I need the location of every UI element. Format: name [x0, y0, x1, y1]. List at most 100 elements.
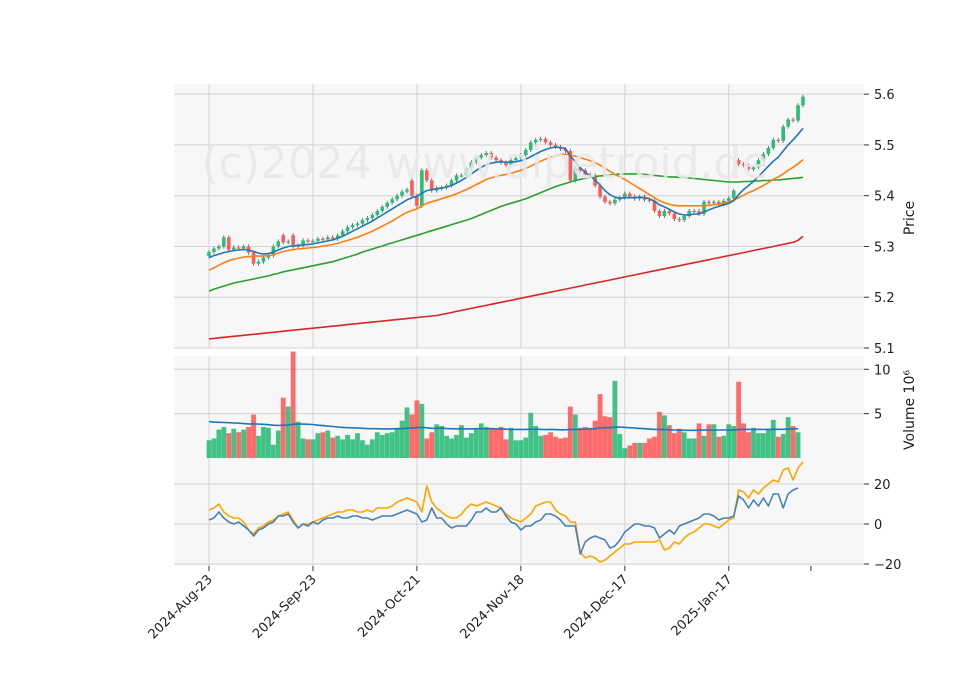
volume-bar [290, 351, 296, 458]
volume-bar [251, 414, 256, 458]
volume-bar [246, 426, 251, 458]
candle-body [712, 201, 716, 204]
volume-bar [345, 434, 350, 458]
volume-bar [305, 439, 311, 458]
candle-body [217, 246, 221, 249]
candle-body [281, 235, 286, 243]
candle-body [702, 201, 706, 214]
volume-bar [325, 430, 331, 458]
volume-bar [211, 438, 217, 458]
candle-body [400, 191, 404, 196]
volume-bar [701, 435, 707, 458]
volume-bar [785, 417, 791, 458]
candle-body [469, 162, 474, 168]
x-tick-label: 2024-Dec-17 [562, 572, 632, 642]
volume-bar [676, 428, 682, 458]
candle-body [350, 225, 355, 228]
volume-bar [518, 440, 524, 458]
volume-bar [256, 435, 261, 458]
candle-body [395, 195, 399, 200]
candle-body [623, 193, 627, 198]
volume-bar [473, 428, 479, 458]
candle-body [751, 167, 756, 170]
volume-bar [790, 426, 796, 458]
volume-bar [231, 428, 237, 458]
volume-bar [221, 426, 227, 458]
volume-bar [241, 429, 247, 458]
volume-bar [761, 433, 766, 458]
candle-body [241, 246, 246, 249]
volume-bar [285, 406, 291, 458]
candle-body [652, 200, 657, 211]
candle-body [227, 237, 231, 250]
volume-bar [711, 424, 717, 458]
candle-body [603, 196, 607, 202]
volume-bar [681, 432, 687, 458]
candle-body [613, 199, 617, 204]
volume-bar [543, 434, 548, 458]
volume-bar [622, 448, 628, 458]
volume-bar [523, 437, 529, 458]
candle-body [405, 189, 409, 192]
ma-short-line [208, 127, 804, 259]
candle-body [236, 247, 241, 249]
candle-body [222, 237, 226, 247]
volume-bar [741, 423, 746, 458]
volume-bar [261, 426, 266, 458]
volume-bar [632, 442, 638, 458]
volume-bar [726, 424, 732, 458]
volume-bar [597, 394, 603, 458]
volume-bar [206, 440, 212, 458]
candle-body [321, 238, 325, 241]
candle-body [355, 223, 360, 226]
oscillator-panel: −20 0 20 [174, 458, 901, 573]
volume-bar [627, 445, 633, 458]
volume-bar [493, 429, 499, 458]
volume-bar [374, 432, 380, 458]
volume-bar [270, 444, 276, 458]
candle-body [786, 119, 790, 127]
candle-body [662, 210, 667, 216]
volume-bar [350, 439, 355, 458]
volume-bar [295, 421, 301, 458]
volume-bar [419, 403, 425, 458]
candle-body [717, 201, 721, 205]
candle-body [731, 190, 736, 199]
candle-body [330, 237, 335, 239]
candle-body [553, 144, 558, 147]
volume-bar [582, 426, 588, 458]
candle-body [464, 167, 469, 176]
volume-bar [696, 423, 702, 458]
x-tick-label: 2024-Aug-23 [146, 572, 216, 642]
volume-bar [538, 435, 544, 458]
candle-body [578, 167, 583, 171]
volume-bar [459, 425, 464, 458]
candle-body [494, 157, 498, 161]
volume-bar [751, 427, 756, 458]
volume-bar [236, 432, 242, 458]
oscillator-background [174, 458, 864, 566]
volume-bar [439, 426, 445, 458]
volume-bar [508, 427, 514, 458]
volume-bar [756, 433, 761, 458]
candle-body [311, 240, 315, 243]
candle-body [697, 210, 701, 214]
volume-bar [434, 424, 440, 458]
candle-body [687, 210, 691, 216]
candle-body [781, 126, 785, 141]
candle-body [231, 247, 236, 250]
volume-bar [736, 381, 742, 458]
candle-body [207, 252, 211, 257]
candle-body [519, 155, 523, 159]
candle-body [474, 157, 479, 163]
candle-body [548, 142, 553, 145]
volume-bar [389, 432, 395, 458]
candle-body [360, 220, 365, 224]
volume-bar [592, 420, 598, 458]
candle-body [454, 175, 459, 181]
candle-body [291, 235, 295, 247]
candle-body [736, 160, 741, 165]
volume-bar [765, 429, 771, 458]
candle-body [647, 199, 652, 201]
